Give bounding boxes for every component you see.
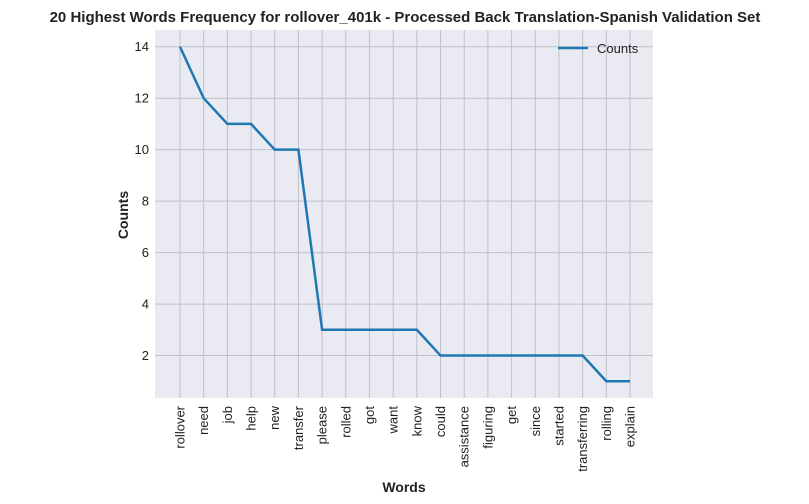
x-tick-label: rollover [173, 405, 188, 448]
x-tick-label: transferring [575, 406, 590, 472]
x-tick-label: please [315, 406, 330, 444]
y-tick-label: 6 [142, 245, 149, 260]
x-tick-label: rolled [338, 406, 353, 438]
x-tick-labels: rollover need job help new transfer please roll… [173, 405, 638, 471]
x-tick-label: explain [623, 406, 638, 447]
y-tick-label: 12 [135, 91, 149, 106]
x-tick-label: started [551, 406, 566, 446]
y-tick-label: 10 [135, 142, 149, 157]
y-axis-label: Counts [115, 191, 131, 239]
y-tick-labels: 2 4 6 8 10 12 14 [135, 39, 149, 363]
x-tick-label: transfer [291, 405, 306, 450]
x-tick-label: need [196, 406, 211, 435]
legend-label: Counts [597, 41, 639, 56]
x-tick-label: get [504, 406, 519, 424]
grid-lines [155, 30, 653, 398]
legend: Counts [558, 41, 639, 56]
y-tick-label: 2 [142, 348, 149, 363]
plot-area [155, 30, 653, 398]
x-tick-label: figuring [480, 406, 495, 449]
x-axis-label: Words [382, 479, 426, 495]
x-tick-label: new [267, 405, 282, 429]
x-tick-label: job [220, 406, 235, 424]
x-tick-label: since [528, 406, 543, 436]
x-tick-label: could [433, 406, 448, 437]
y-tick-label: 14 [135, 39, 149, 54]
chart-title: 20 Highest Words Frequency for rollover_… [50, 9, 761, 26]
y-tick-label: 8 [142, 194, 149, 209]
x-tick-label: know [409, 405, 424, 436]
x-tick-label: help [244, 406, 259, 431]
x-tick-label: rolling [599, 406, 614, 441]
x-tick-label: assistance [457, 406, 472, 467]
series-line-counts [178, 46, 630, 383]
y-tick-label: 4 [142, 297, 149, 312]
x-tick-label: want [386, 406, 401, 435]
x-tick-label: got [362, 406, 377, 424]
